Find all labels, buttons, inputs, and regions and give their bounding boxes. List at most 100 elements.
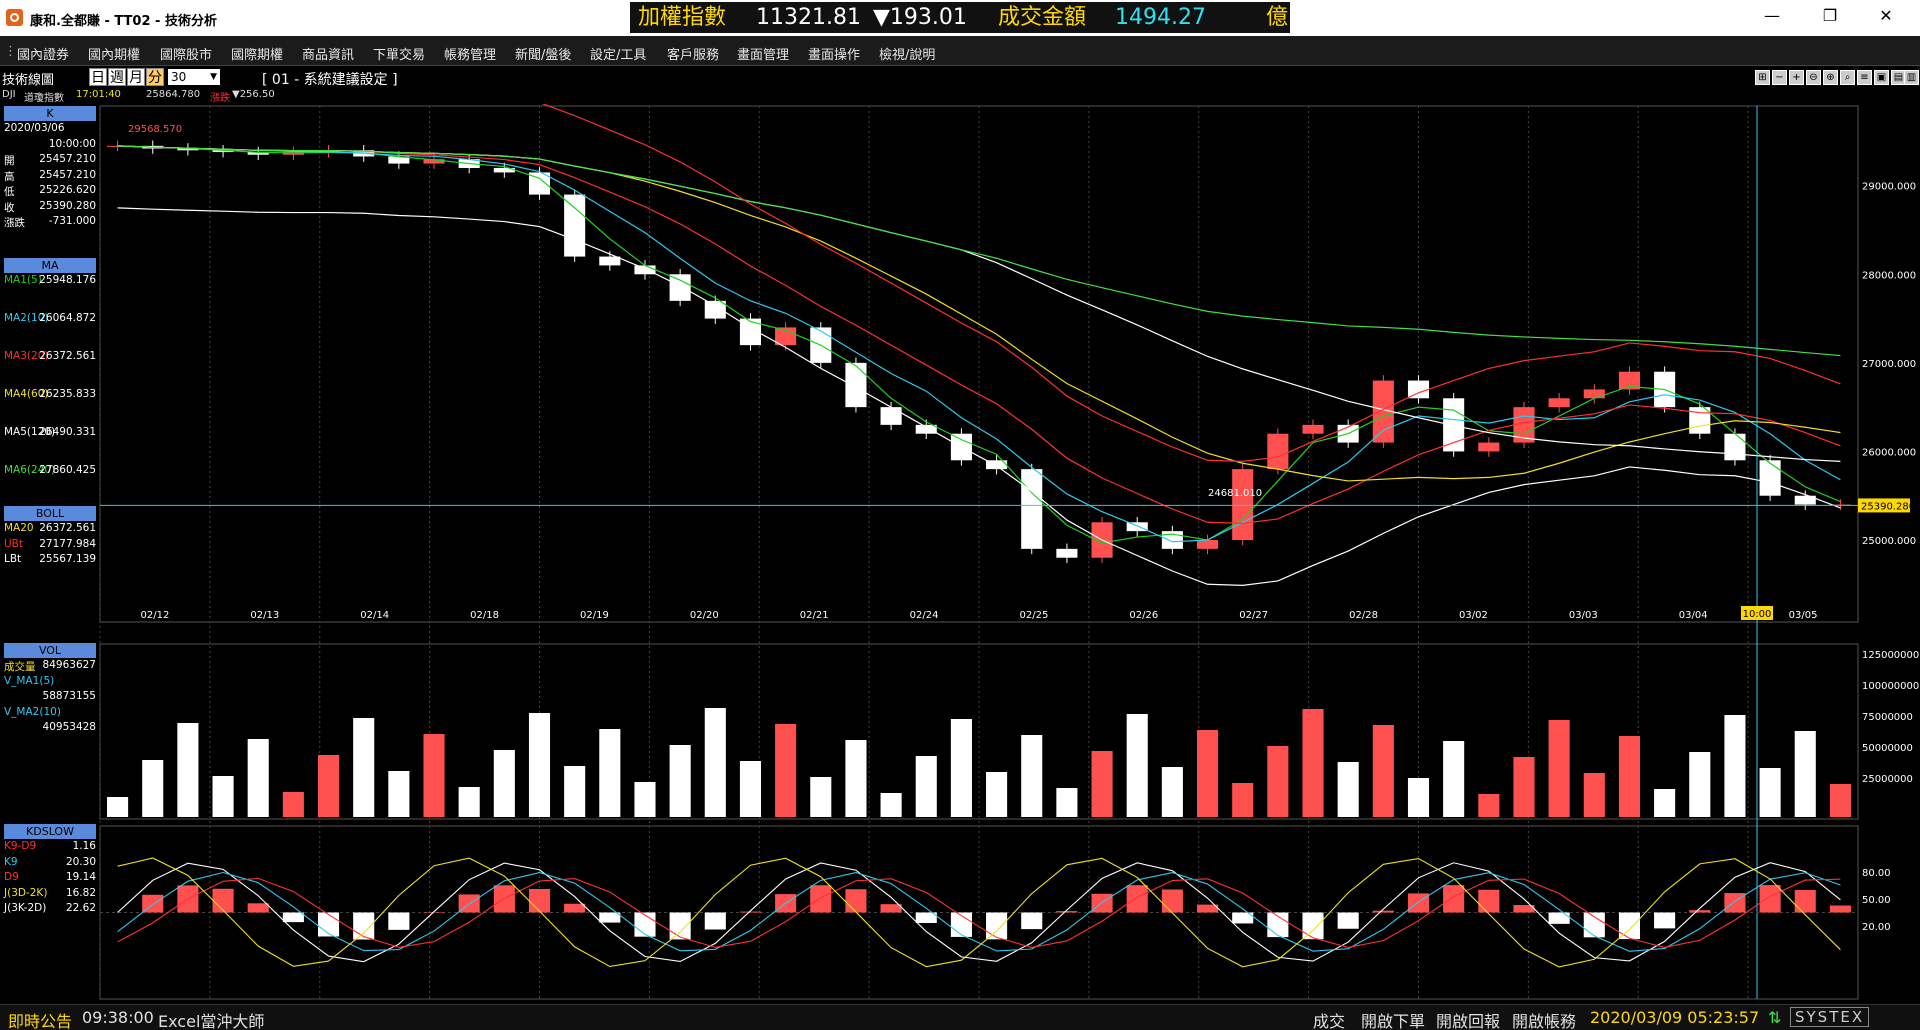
close-button[interactable]: ✕ [1879,6,1893,25]
kd-histogram-bar [317,912,340,937]
kd-row: K9 20.30 [4,856,96,871]
zoom-fit-icon[interactable]: ⊞ [1755,70,1770,85]
ma-row: MA2(10) 26064.872 [4,312,96,327]
kd-row: J(3K-2D) 22.62 [4,902,96,917]
timeframe-day-button[interactable]: 日 [89,68,107,86]
ma-value: 26490.331 [39,426,96,438]
zoom-out-icon[interactable]: ⊖ [1806,70,1821,85]
kd-value: 19.14 [65,871,96,883]
menu-item-intl-stocks[interactable]: 國際股市 [160,48,213,63]
kd-value: 16.82 [65,886,96,899]
volume-bar [317,755,340,817]
menu-item-domestic-securities[interactable]: 國內證券 [17,48,70,63]
timeframe-week-button[interactable]: 週 [108,68,126,86]
date-tick-label: 03/03 [1569,610,1598,621]
volume-bar [177,723,199,817]
price-tick-label: 27000.000 [1862,359,1916,370]
volume-tick-label: 100000000 [1862,681,1919,692]
low-annotation: 24681.010 [1208,488,1262,499]
open-report-button[interactable]: 開啟回報 [1436,1012,1501,1030]
quote-price: 25864.780 [146,89,201,100]
k-label: 低 [4,186,15,198]
volume-bar [1724,715,1746,817]
settings-icon[interactable]: ▥ [1904,70,1919,85]
date-tick-label: 02/18 [470,610,499,621]
kd-histogram-bar [1583,912,1605,938]
kd-histogram-bar [1689,910,1711,913]
candle-body [1302,424,1324,434]
candle-body [423,159,445,164]
volume-bar [353,718,375,817]
kd-header: KDSLOW [4,824,96,839]
menu-item-product-info[interactable]: 商品資訊 [302,48,355,63]
kd-histogram-bar [528,888,551,913]
candle-body [388,156,410,164]
menu-item-screen-operation[interactable]: 畫面操作 [808,48,861,63]
plus-icon[interactable]: + [1789,70,1804,85]
volume-bar [1196,730,1219,817]
timeframe-minute-button[interactable]: 分 [146,68,164,86]
open-account-button[interactable]: 開啟帳務 [1512,1012,1577,1030]
ma-label: MA1(5) [4,274,42,286]
candle-body [669,274,691,301]
boll-label: LBt [4,553,22,565]
volume-bar [634,782,656,817]
open-order-button[interactable]: 開啟下單 [1361,1012,1426,1030]
volume-bar [1689,752,1711,817]
save-icon[interactable]: ▣ [1874,70,1889,85]
symbol-name: 道瓊指數 [24,93,64,104]
menu-item-view-help[interactable]: 檢視/說明 [879,48,936,63]
kd-label: K9-D9 [4,840,37,852]
volume-bar [915,756,937,817]
chart-type-icon[interactable]: ≡ [1857,70,1872,85]
status-trade-button[interactable]: 成交 [1313,1012,1346,1030]
menu-item-screen-management[interactable]: 畫面管理 [737,48,790,63]
candle-body [915,424,937,434]
kd-histogram-bar [1724,893,1746,913]
candle-body [212,150,234,153]
minus-icon[interactable]: − [1772,70,1787,85]
menu-item-domestic-futures[interactable]: 國內期權 [88,48,141,63]
candle-body [1759,460,1781,496]
ma-row: MA4(60) 26235.833 [4,388,96,403]
candle-body [1407,380,1430,399]
menu-item-intl-futures[interactable]: 國際期權 [231,48,284,63]
candle-body [1056,548,1078,558]
menu-item-settings-tools[interactable]: 設定/工具 [590,48,647,63]
current-price-tag: 25390.280 [1861,501,1915,512]
search-icon[interactable]: ⌕ [1840,70,1855,85]
chart-setting-label: [ 01 - 系統建議設定 ] [262,72,398,88]
menu-item-account-management[interactable]: 帳務管理 [444,48,497,63]
kd-histogram-bar [1056,911,1078,913]
volume-bar [493,750,515,817]
ma-header: MA [4,258,96,273]
menu-item-news[interactable]: 新聞/盤後 [515,48,572,63]
volume-bar [1548,720,1570,817]
boll-value: 26372.561 [39,522,96,534]
minimize-button[interactable]: — [1764,6,1780,25]
volume-bar [423,734,445,817]
kd-histogram-bar [247,903,269,913]
menu-item-customer-service[interactable]: 客戶服務 [667,48,720,63]
technical-chart[interactable]: 29000.000 28000.000 27000.000 26000.000 2500… [0,104,1920,1004]
kd-histogram-bar [915,912,937,924]
announcement-label[interactable]: 即時公告 [8,1012,73,1030]
candle-body [1196,540,1219,549]
menu-item-order-trading[interactable]: 下單交易 [373,48,426,63]
kd-row: J(3D-2K) 16.82 [4,887,96,902]
volume-bar [810,777,832,817]
timeframe-month-button[interactable]: 月 [127,68,145,86]
date-tick-label: 02/26 [1129,610,1158,621]
vol-row: 40953428 [4,721,96,736]
date-tick-label: 02/13 [250,610,279,621]
crosshair-time: 10:00 [1743,609,1772,620]
k-label: 高 [4,170,15,183]
ma-value: 26372.561 [39,350,96,362]
high-annotation: 29568.570 [128,124,182,135]
period-select[interactable]: 30 ▼ [168,69,220,85]
candle-body [247,152,269,155]
zoom-in-icon[interactable]: ⊕ [1823,70,1838,85]
candle-body [493,168,515,173]
restore-button[interactable]: ❐ [1822,6,1838,25]
announcement-text[interactable]: Excel當沖大師 [158,1012,265,1030]
